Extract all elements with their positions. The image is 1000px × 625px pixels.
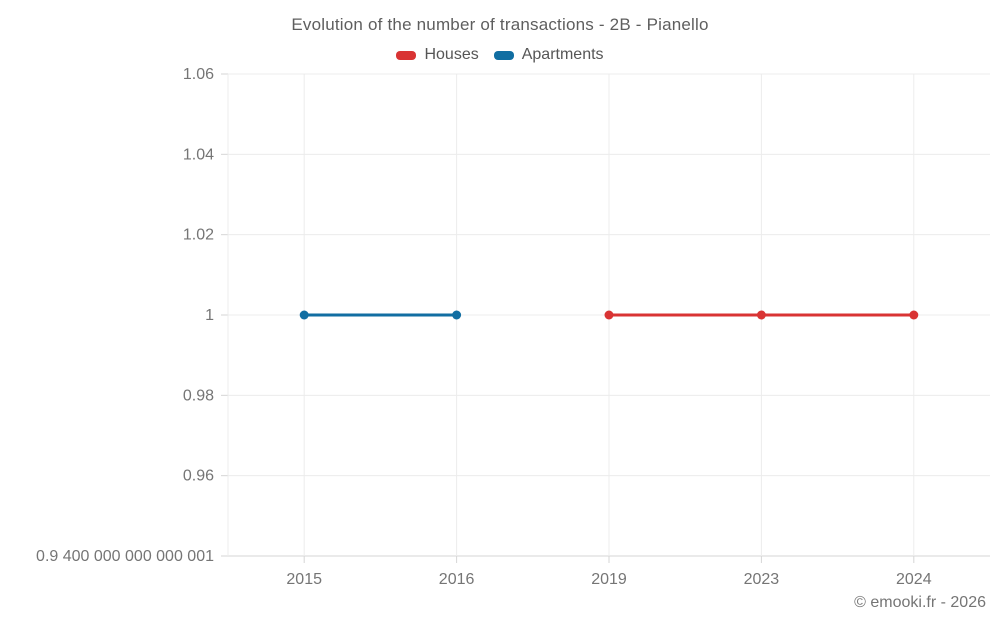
apartments-swatch-icon (493, 50, 514, 60)
data-point-houses[interactable] (756, 310, 766, 320)
y-axis-label: 1.06 (183, 66, 214, 83)
y-axis-label: 1.02 (183, 227, 214, 244)
y-axis-label: 1.04 (183, 146, 214, 163)
y-axis-label: 0.98 (183, 387, 214, 404)
data-point-apartments[interactable] (452, 310, 462, 320)
legend-item-houses[interactable]: Houses (396, 46, 479, 64)
x-axis-label: 2016 (439, 571, 475, 588)
x-axis-label: 2019 (591, 571, 627, 588)
y-axis-label: 1 (205, 307, 214, 324)
copyright: © emooki.fr - 2026 (854, 594, 986, 611)
legend: Houses Apartments (0, 46, 1000, 64)
chart-title: Evolution of the number of transactions … (291, 15, 709, 34)
houses-swatch-icon (396, 50, 417, 60)
x-axis-label: 2023 (744, 571, 780, 588)
y-axis-label: 0.96 (183, 468, 214, 485)
data-point-apartments[interactable] (299, 310, 309, 320)
legend-item-apartments[interactable]: Apartments (493, 46, 604, 64)
data-point-houses[interactable] (909, 310, 919, 320)
x-axis-label: 2024 (896, 571, 932, 588)
legend-label-houses: Houses (424, 46, 479, 63)
x-axis-label: 2015 (286, 571, 322, 588)
legend-label-apartments: Apartments (521, 46, 604, 63)
y-axis-label: 0.9 400 000 000 000 001 (36, 548, 214, 565)
data-point-houses[interactable] (604, 310, 614, 320)
